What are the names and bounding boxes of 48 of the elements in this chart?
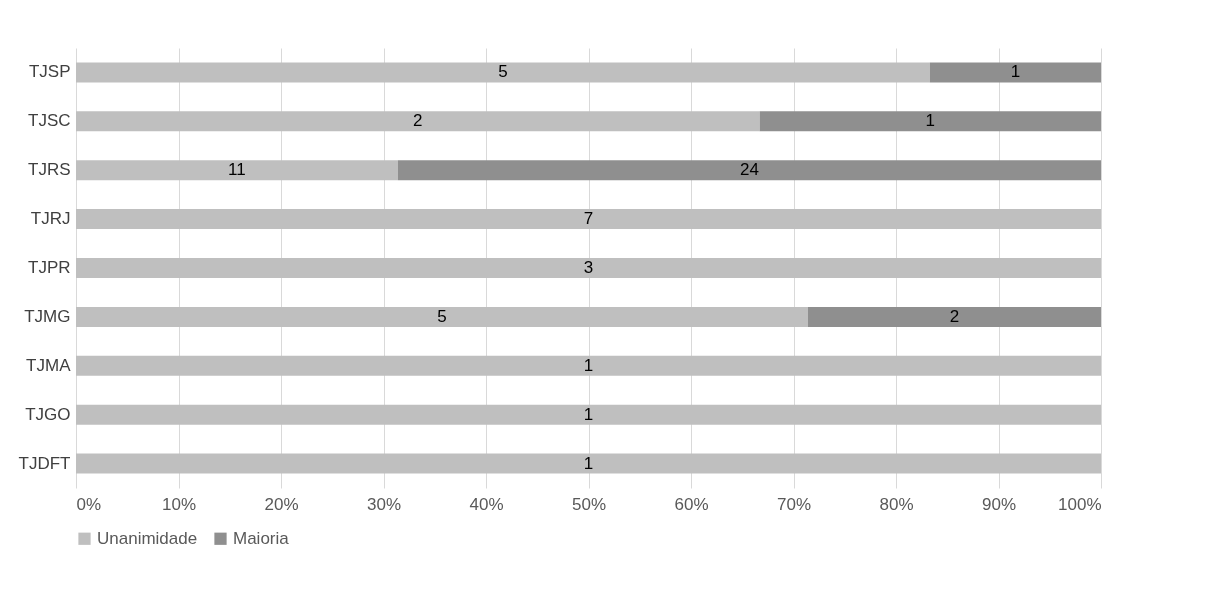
annotation: 7 [583, 209, 594, 229]
annotation: 1 [583, 355, 594, 375]
x-tick-label: 0% [76, 494, 102, 514]
bar [76, 111, 760, 132]
bar [807, 306, 1101, 327]
x-tick-label: 90% [981, 494, 1017, 514]
bar [76, 453, 1101, 474]
annotation: 11 [228, 160, 246, 180]
bar [76, 62, 930, 83]
y-tick-label: TJGO [25, 404, 71, 424]
bar [76, 209, 1101, 230]
annotation: 1 [583, 453, 594, 473]
annotation: 3 [583, 258, 594, 277]
x-tick-label: 20% [264, 494, 299, 514]
y-tick-label: TJPR [28, 258, 71, 277]
y-tick-label: TJSP [28, 62, 71, 82]
annotation: 1 [1010, 62, 1021, 82]
bar [76, 160, 398, 181]
x-tick-label: 70% [776, 494, 812, 514]
x-tick-label: 10% [161, 494, 197, 514]
x-tick-label: 30% [366, 494, 402, 514]
x-tick-label: 40% [469, 494, 504, 514]
annotation: 5 [498, 62, 508, 82]
x-tick-label: 50% [571, 494, 607, 514]
y-tick-label: TJSC [28, 111, 71, 131]
x-tick-label: 80% [879, 494, 914, 514]
bar [759, 111, 1101, 132]
x-tick-label: 100% [1058, 494, 1102, 514]
legend-label: Unanimidade [97, 528, 198, 548]
y-tick-label: TJMG [24, 306, 71, 326]
bar [76, 258, 1101, 278]
y-tick-label: TJMA [26, 355, 72, 375]
bar [397, 160, 1101, 181]
annotation: 5 [437, 306, 447, 326]
legend-label: Maioria [233, 528, 290, 548]
annotation: 1 [583, 404, 594, 424]
annotation: 24 [739, 160, 759, 180]
y-tick-label: TJRJ [30, 209, 71, 229]
bar [76, 306, 808, 327]
annotation: 1 [925, 111, 936, 131]
bar [929, 62, 1101, 83]
y-tick-label: TJRS [28, 160, 71, 180]
bar [76, 355, 1101, 376]
annotation: 2 [949, 306, 960, 326]
annotation: 2 [413, 111, 423, 131]
x-tick-label: 60% [674, 494, 709, 514]
y-tick-label: TJDFT [18, 453, 71, 473]
bar [76, 404, 1101, 425]
